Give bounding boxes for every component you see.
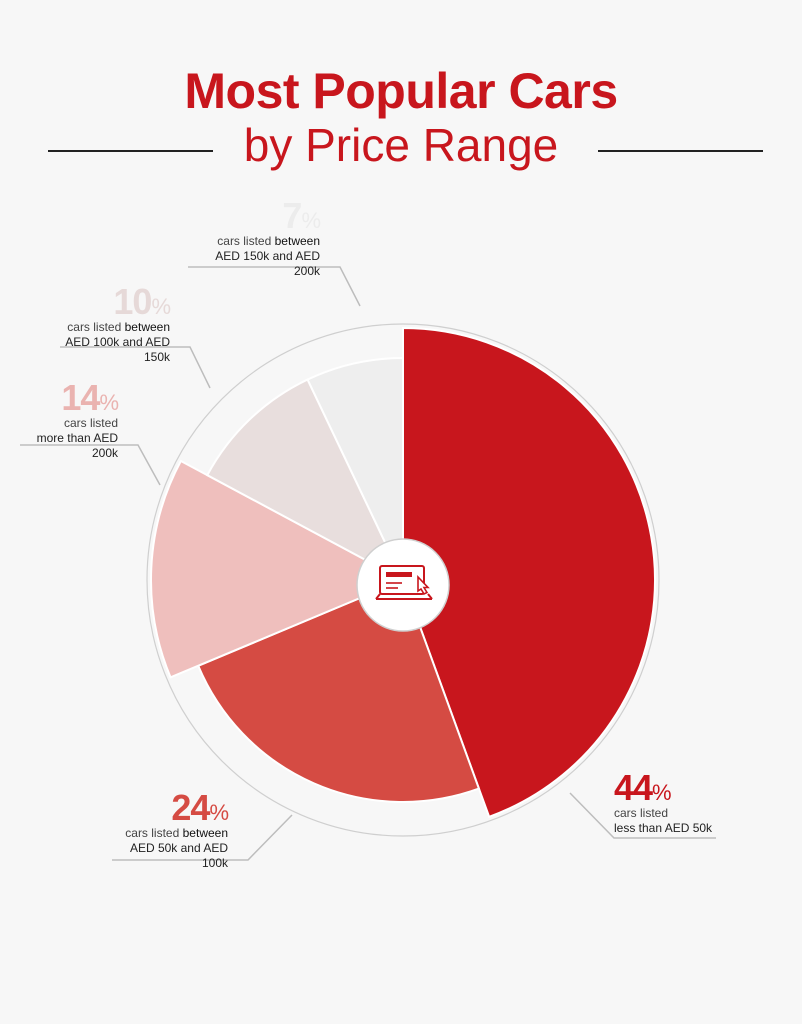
slice-desc-line2: AED 150k and AED 200k: [215, 249, 320, 278]
slice-label-24: 24% cars listed between AED 50k and AED 10…: [112, 787, 229, 871]
slice-percent: 7%: [188, 195, 321, 236]
leader-lines: [20, 266, 716, 861]
percent-value: 7: [282, 195, 302, 236]
leader-line-44: [569, 792, 716, 839]
pie-slices: [150, 326, 656, 819]
slice-desc-line2: AED 100k and AED 150k: [65, 335, 170, 364]
pie-slice-7: [306, 356, 404, 581]
pie-slice-44: [402, 326, 656, 819]
percent-value: 44: [614, 767, 653, 808]
percent-sign: %: [151, 294, 171, 319]
percent-value: 14: [61, 377, 100, 418]
slice-desc-line1: cars listed between: [217, 234, 320, 248]
leader-line-14: [20, 444, 161, 486]
slice-desc-line1: cars listed: [63, 416, 118, 430]
laptop-click-icon: [375, 565, 433, 600]
slice-label-10: 10% cars listed between AED 100k and AED 1…: [60, 281, 171, 365]
chart-subtitle: by Price Range: [243, 119, 559, 171]
leader-line-10: [60, 346, 211, 389]
percent-sign: %: [652, 780, 672, 805]
outer-ring: [146, 323, 660, 837]
percent-value: 10: [113, 281, 152, 322]
percent-sign: %: [301, 208, 321, 233]
slice-desc-line1: cars listed between: [125, 826, 228, 840]
slice-desc-line2: less than AED 50k: [614, 821, 713, 835]
pie-slice-24: [196, 578, 481, 803]
percent-sign: %: [99, 390, 119, 415]
percent-sign: %: [209, 800, 229, 825]
outer-ring-circle: [146, 323, 660, 837]
slice-desc-line1: cars listed: [614, 806, 669, 820]
slice-label-14: 14% cars listed more than AED 200k: [20, 377, 119, 461]
center-circle: [356, 538, 450, 632]
slice-desc-line2: AED 50k and AED 100k: [129, 841, 228, 870]
slice-label-44: 44% cars listed less than AED 50k: [614, 770, 754, 836]
slice-percent: 14%: [20, 377, 119, 418]
percent-value: 24: [171, 787, 210, 828]
leader-line-24: [112, 814, 293, 861]
right-rule: [598, 150, 763, 152]
left-rule: [48, 150, 213, 152]
chart-title: Most Popular Cars: [184, 63, 618, 119]
slice-label-7: 7% cars listed between AED 150k and AED 20…: [188, 195, 321, 279]
slice-percent: 10%: [60, 281, 171, 322]
subtitle-row: by Price Range: [0, 118, 802, 178]
pie-slice-14: [150, 459, 406, 679]
leader-line-7: [188, 266, 361, 307]
center-badge: [356, 538, 450, 632]
slice-desc-line2: more than AED 200k: [36, 431, 118, 460]
slice-percent: 44%: [614, 770, 754, 806]
slice-percent: 24%: [112, 787, 229, 828]
slice-desc-line1: cars listed between: [67, 320, 170, 334]
pie-slice-10: [205, 378, 406, 583]
